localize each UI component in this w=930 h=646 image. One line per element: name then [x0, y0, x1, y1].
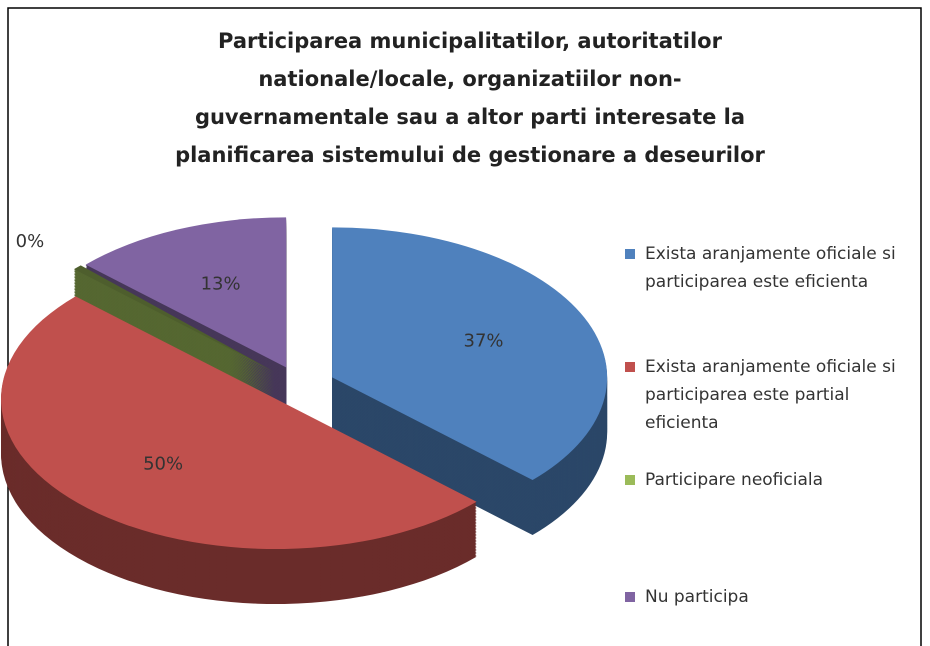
chart-title: Participarea municipalitatilor, autorita…: [175, 29, 765, 167]
data-label: 37%: [464, 331, 504, 352]
slice: [1, 296, 477, 605]
legend-swatch: [625, 249, 635, 259]
slice-top: [1, 296, 477, 550]
legend-item: Participare neoficiala: [625, 466, 925, 494]
legend-item: Exista aranjamente oficiale si participa…: [625, 240, 925, 296]
legend-item: Exista aranjamente oficiale si participa…: [625, 353, 925, 437]
legend-swatch: [625, 475, 635, 485]
legend-label: Nu participa: [645, 587, 749, 607]
data-label: 0%: [16, 231, 45, 252]
slice-top: [332, 227, 608, 481]
slice-top: [85, 217, 287, 368]
data-label: 13%: [201, 274, 241, 295]
legend-item: Nu participa: [625, 583, 925, 611]
legend-label: Exista aranjamente oficiale si participa…: [645, 244, 896, 292]
legend-label: Exista aranjamente oficiale si participa…: [645, 357, 896, 433]
frame: [7, 7, 922, 646]
slice: [332, 227, 608, 536]
legend-swatch: [625, 592, 635, 602]
legend-swatch: [625, 362, 635, 372]
data-label: 50%: [143, 454, 183, 475]
slice-top: [74, 265, 275, 372]
legend-label: Participare neoficiala: [645, 470, 824, 490]
